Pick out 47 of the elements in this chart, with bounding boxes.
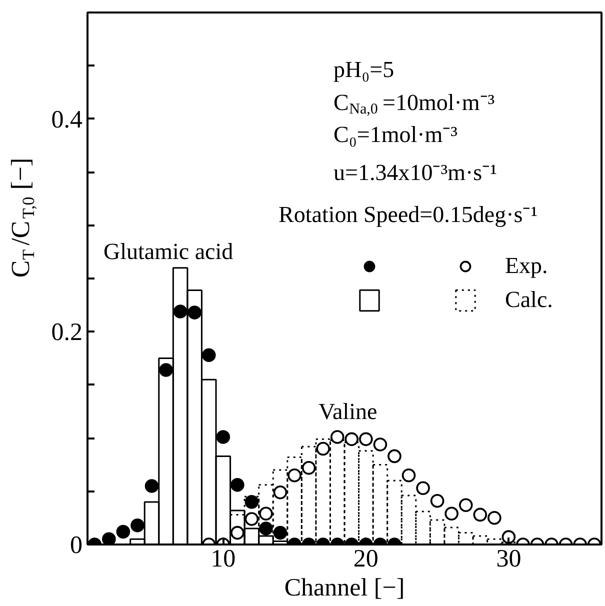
point — [402, 468, 416, 482]
point — [188, 306, 202, 320]
point — [230, 478, 244, 492]
point — [416, 481, 430, 495]
annotation: C₀=1mol·m⁻³ — [334, 122, 458, 147]
point — [102, 532, 116, 544]
legend-label: Calc. — [505, 287, 553, 313]
annotation: Valine — [318, 399, 378, 424]
point — [159, 363, 173, 377]
y-axis-title: CT/CT,0 [−] — [6, 158, 38, 278]
y-tick-label: 0.4 — [51, 106, 83, 134]
point — [216, 430, 230, 444]
x-tick-label: 10 — [210, 546, 236, 572]
y-tick-label: 0.2 — [51, 319, 82, 346]
point — [202, 348, 216, 362]
point — [130, 518, 144, 532]
x-tick-label: 20 — [353, 546, 378, 572]
point — [316, 442, 330, 456]
point — [373, 438, 388, 452]
point — [173, 304, 188, 318]
point — [144, 479, 159, 493]
point — [473, 508, 488, 522]
point — [273, 485, 288, 500]
point — [502, 530, 516, 544]
point — [388, 449, 402, 464]
point — [273, 526, 288, 540]
legend-label: Exp. — [505, 253, 548, 279]
point — [488, 511, 502, 525]
x-axis-title: Channel [−] — [284, 574, 405, 602]
point — [259, 506, 273, 521]
point — [458, 498, 473, 512]
annotation: Rotation Speed=0.15deg·s⁻¹ — [278, 202, 538, 227]
y-tick-label: 0 — [70, 532, 82, 559]
point — [288, 468, 302, 482]
x-tick-label: 30 — [496, 546, 522, 572]
point — [259, 522, 273, 536]
point — [359, 432, 373, 446]
point — [302, 461, 316, 475]
annotation: pH₀=5 — [334, 57, 394, 82]
point — [330, 430, 344, 444]
annotation: u=1.34x10⁻³m·s⁻¹ — [334, 160, 498, 185]
annotation: Glutamic acid — [104, 239, 234, 264]
point — [244, 495, 259, 509]
point — [430, 494, 444, 508]
point — [444, 506, 458, 521]
point — [116, 524, 130, 539]
point — [344, 432, 359, 446]
